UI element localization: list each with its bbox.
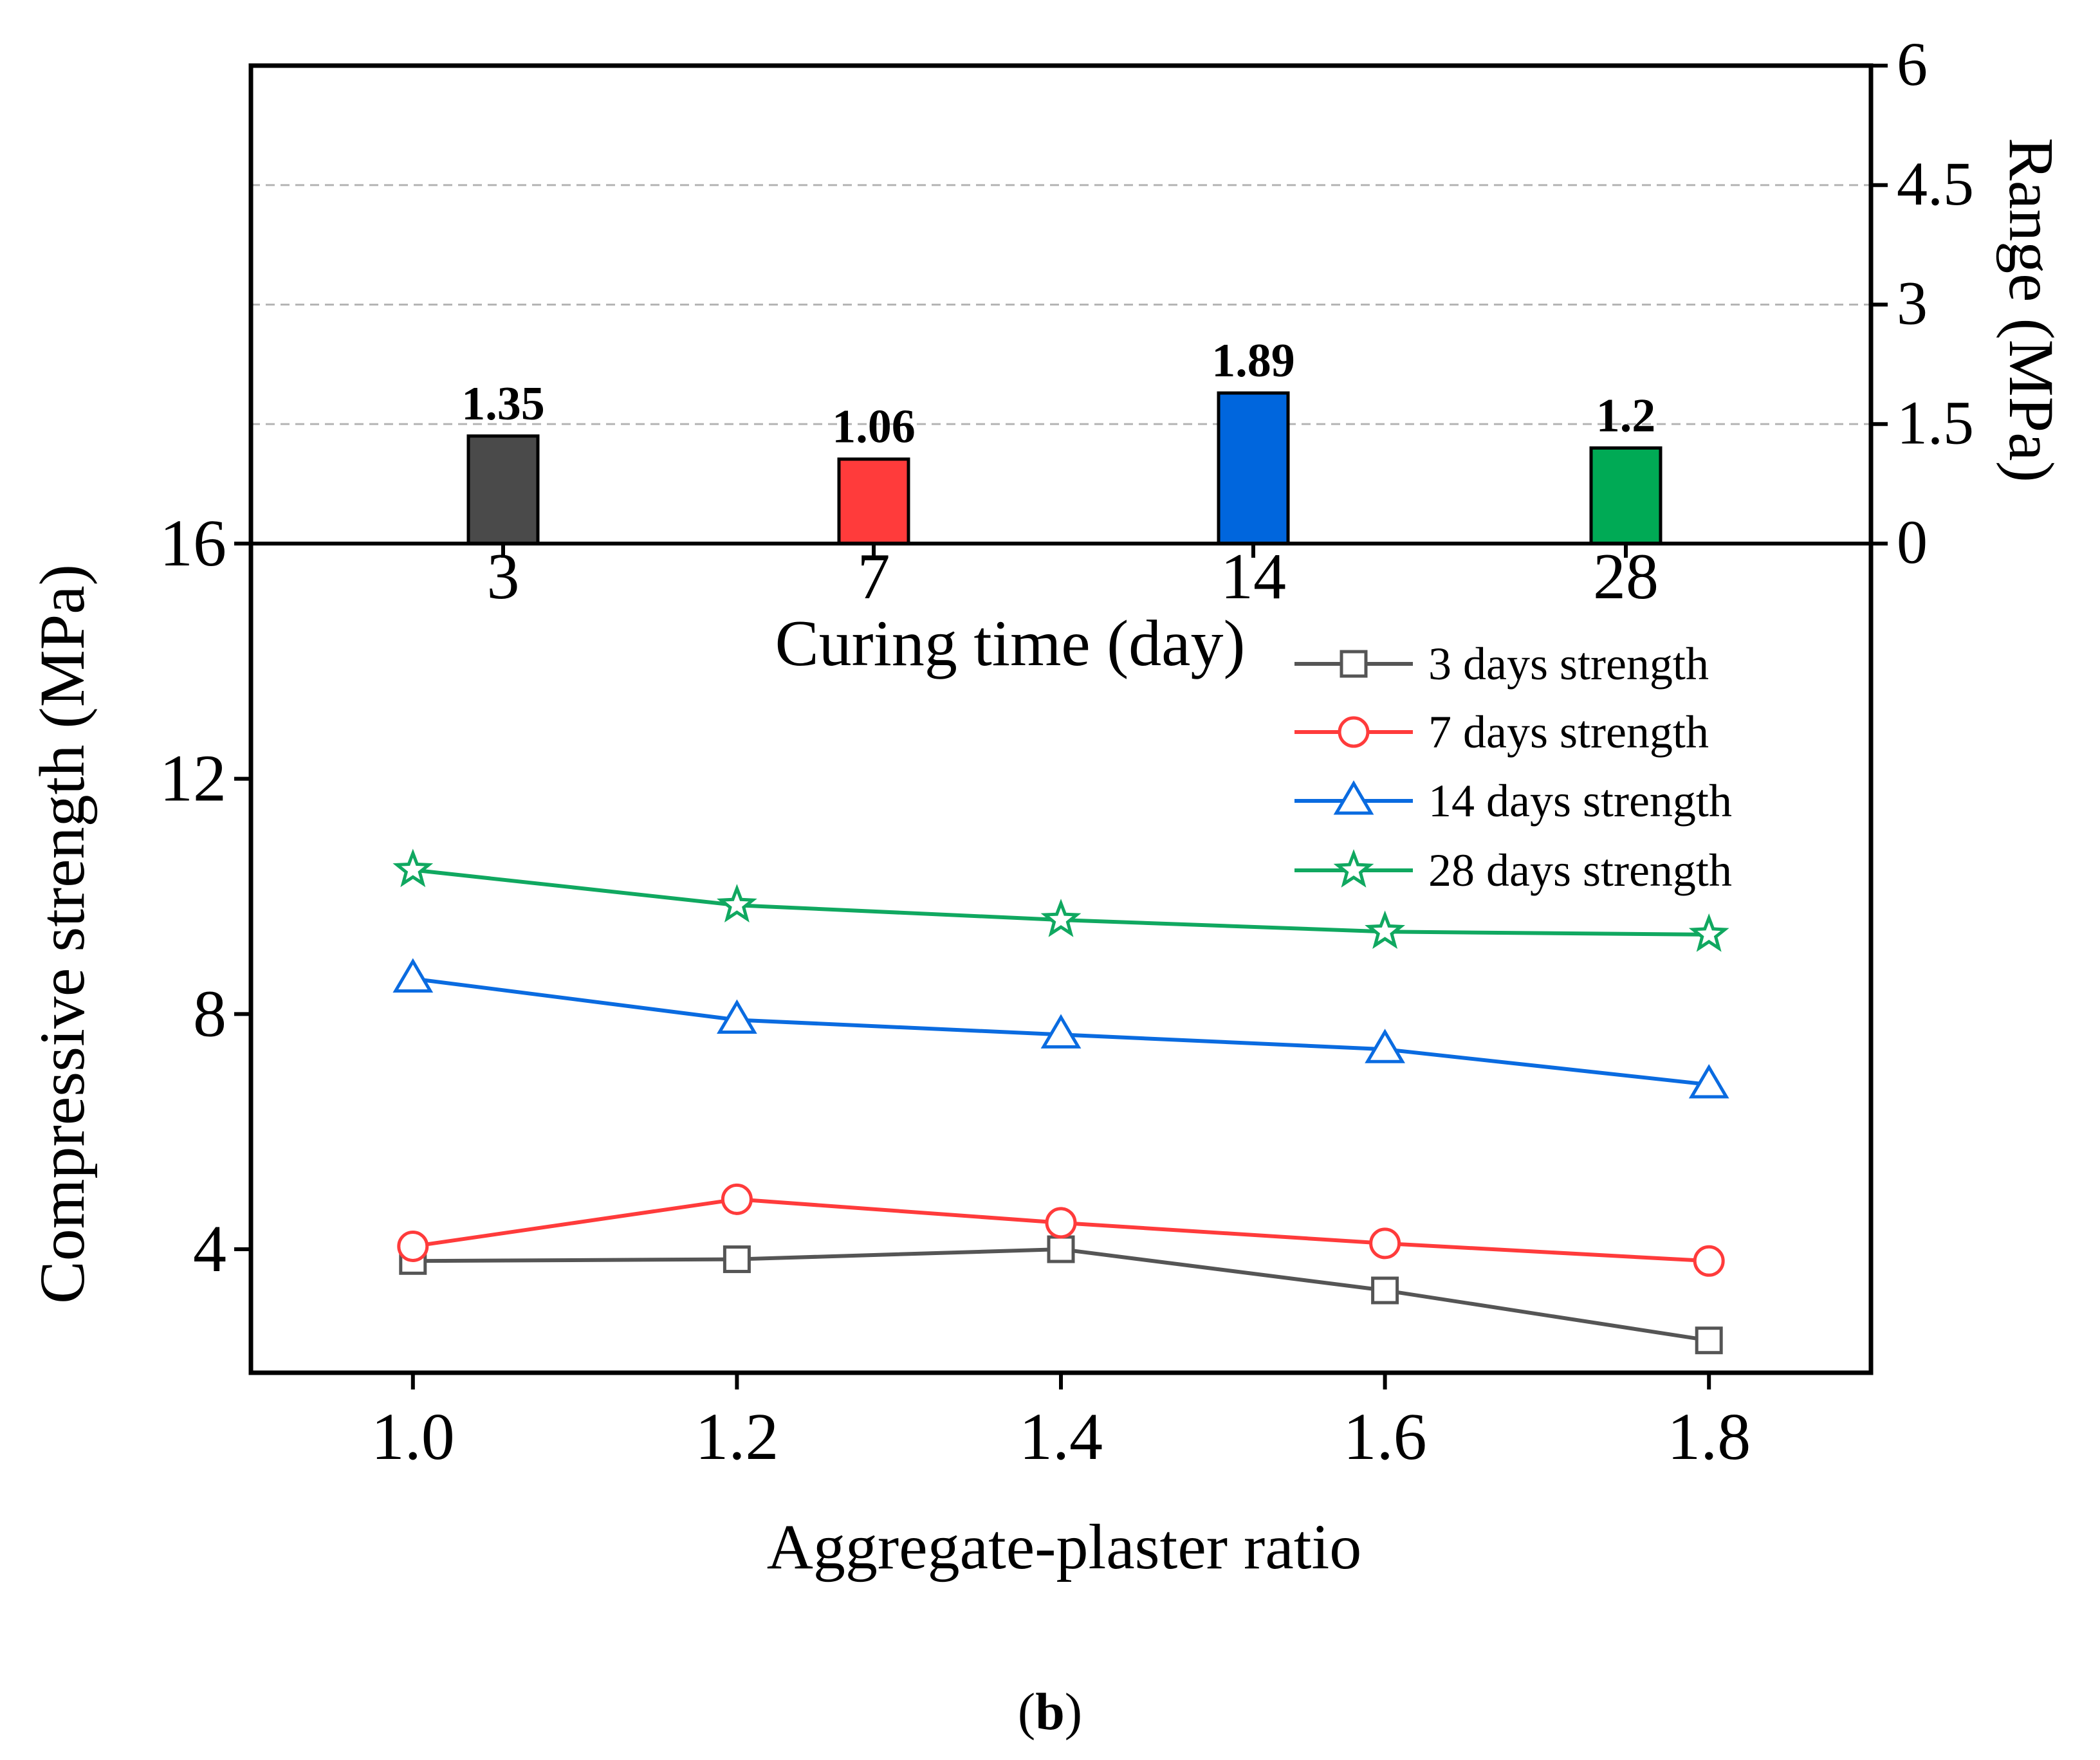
- square-marker: [1340, 650, 1368, 678]
- circle-marker: [397, 1230, 429, 1262]
- range-gridlines: [251, 184, 1871, 425]
- compressive-strength-axis-label: Compressive strength (MPa): [26, 564, 98, 1304]
- series-14-days-strength: [392, 958, 1729, 1099]
- star-marker: [1688, 913, 1729, 952]
- range-axis-label: Range (MPa): [1996, 138, 2067, 482]
- range-value-label: 1.35: [461, 378, 545, 430]
- strength-tick-label: 4: [193, 1212, 226, 1286]
- curing-time-tick-label: 14: [1220, 540, 1286, 613]
- ratio-tick-label: 1.8: [1667, 1400, 1751, 1474]
- circle-marker: [1045, 1207, 1077, 1239]
- range-value-labels: 1.35 1.06 1.89 1.2: [461, 335, 1655, 454]
- series-7-days-strength: [397, 1183, 1725, 1277]
- legend-item: 28 days strength: [1294, 845, 1732, 896]
- legend-item: 7 days strength: [1294, 706, 1709, 758]
- range-bars: [466, 391, 1663, 545]
- triangle-marker: [717, 999, 757, 1034]
- triangle-marker: [1688, 1064, 1729, 1099]
- legend-label: 3 days strength: [1428, 638, 1709, 690]
- triangle-marker: [392, 958, 434, 993]
- range-value-label: 1.89: [1211, 335, 1295, 387]
- star-marker: [1365, 910, 1405, 949]
- figure-label-close: ): [1065, 1682, 1082, 1741]
- range-tick-label: 6: [1897, 30, 1928, 98]
- plot-border: [248, 63, 1874, 1375]
- figure-label-open: (: [1018, 1682, 1035, 1741]
- range-bar: [837, 457, 910, 545]
- circle-marker: [1369, 1227, 1401, 1260]
- square-marker: [1695, 1326, 1723, 1355]
- strength-line-panel: 4 8 12 16 1.0 1.2 1.4 1.6 1.8 Aggregate-plaster …: [26, 506, 1751, 1582]
- circle-marker: [1338, 716, 1370, 748]
- figure-label: (b): [1018, 1682, 1082, 1741]
- range-bar: [1589, 446, 1663, 545]
- circle-marker: [1693, 1245, 1725, 1277]
- series-3-days-strength: [399, 1235, 1723, 1355]
- legend: 3 days strength 7 days strength 14 days st…: [1294, 638, 1732, 896]
- legend-item: 14 days strength: [1294, 775, 1732, 827]
- curing-time-axis-label: Curing time (day): [775, 607, 1246, 680]
- square-marker: [1371, 1276, 1399, 1305]
- curing-time-tick-label: 7: [858, 540, 890, 613]
- triangle-marker: [1333, 780, 1374, 815]
- strength-tick-label: 12: [160, 742, 226, 816]
- square-marker: [723, 1245, 751, 1274]
- circle-marker: [721, 1183, 753, 1215]
- legend-item: 3 days strength: [1294, 638, 1709, 690]
- range-bar: [1217, 391, 1290, 545]
- star-marker: [1040, 899, 1082, 937]
- legend-label: 28 days strength: [1428, 845, 1732, 896]
- legend-label: 7 days strength: [1428, 706, 1709, 758]
- curing-time-tick-label: 3: [487, 540, 520, 613]
- range-tick-label: 1.5: [1897, 388, 1974, 457]
- star-marker: [717, 884, 757, 923]
- range-bar-panel: 1.35 1.06 1.89 1.2 3 7 14 28 0 1.5 3 4.5 6 Curing …: [251, 30, 2067, 680]
- ratio-tick-label: 1.6: [1343, 1400, 1427, 1474]
- strength-tick-label: 16: [160, 506, 226, 580]
- star-marker: [392, 848, 434, 888]
- strength-axis-ticks: 4 8 12 16 1.0 1.2 1.4 1.6 1.8: [160, 506, 1751, 1474]
- range-value-label: 1.06: [832, 401, 916, 454]
- star-marker: [1333, 848, 1374, 888]
- square-marker: [1047, 1235, 1075, 1263]
- plot-frame: [248, 63, 1874, 1375]
- range-axis-ticks: 0 1.5 3 4.5 6: [1871, 30, 1974, 576]
- range-bar: [466, 434, 540, 545]
- range-tick-label: 3: [1897, 269, 1928, 338]
- range-tick-label: 4.5: [1897, 149, 1974, 218]
- strength-series: [392, 848, 1729, 1355]
- curing-time-tick-labels: 3 7 14 28: [487, 540, 1659, 613]
- ratio-tick-label: 1.0: [371, 1400, 455, 1474]
- curing-time-tick-label: 28: [1593, 540, 1659, 613]
- range-value-label: 1.2: [1596, 389, 1656, 442]
- ratio-tick-label: 1.4: [1019, 1400, 1103, 1474]
- ratio-tick-label: 1.2: [695, 1400, 778, 1474]
- series-28-days-strength: [392, 848, 1729, 952]
- figure-label-letter: b: [1035, 1682, 1065, 1741]
- range-tick-label: 0: [1897, 508, 1928, 576]
- triangle-marker: [1365, 1029, 1405, 1063]
- aggregate-plaster-axis-label: Aggregate-plaster ratio: [767, 1511, 1362, 1582]
- triangle-marker: [1040, 1014, 1082, 1049]
- strength-tick-label: 8: [193, 976, 226, 1050]
- legend-label: 14 days strength: [1428, 775, 1732, 827]
